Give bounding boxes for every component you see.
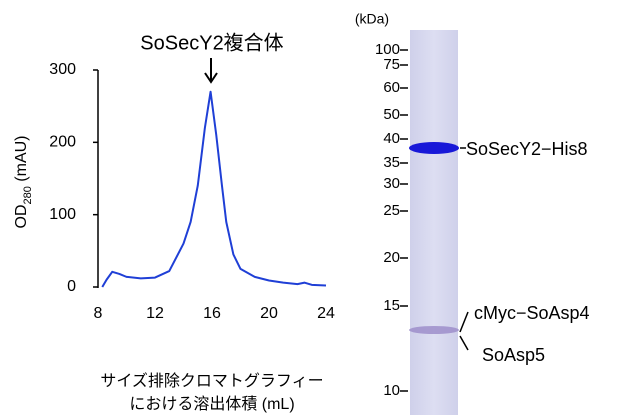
marker-label: 10 <box>383 382 400 399</box>
gel-unit: (kDa) <box>355 11 389 27</box>
y-label-main: OD <box>13 205 30 229</box>
band-pointer <box>460 312 468 332</box>
marker-label: 35 <box>383 154 400 171</box>
marker-label: 50 <box>383 106 400 123</box>
band-label: SoAsp5 <box>482 345 545 365</box>
gel-lane <box>410 30 458 415</box>
band-label: SoSecY2−His8 <box>466 139 588 159</box>
band-pointer <box>460 336 468 350</box>
band-label: cMyc−SoAsp4 <box>474 303 590 323</box>
band <box>409 142 459 154</box>
x-tick-label: 20 <box>260 305 278 322</box>
x-axis-label: における溶出体積 (mL) <box>129 395 294 413</box>
x-tick-label: 16 <box>203 305 221 322</box>
figure: SoSecY2複合体 OD280 (mAU) サイズ排除クロマトグラフィー にお… <box>0 0 636 415</box>
x-tick-label: 8 <box>94 305 103 322</box>
band <box>409 326 459 334</box>
gel: (kDa) SoSecY2−His8 cMyc−SoAsp4 SoAsp5 10… <box>355 11 590 415</box>
marker-label: 30 <box>383 175 400 192</box>
y-label-unit: (mAU) <box>13 135 30 186</box>
line-series <box>102 92 326 287</box>
x-tick-label: 24 <box>317 305 335 322</box>
y-tick-label: 0 <box>67 278 76 295</box>
y-axis-label: OD280 (mAU) <box>13 135 34 228</box>
y-tick-label: 300 <box>49 61 76 78</box>
marker-label: 40 <box>383 130 400 147</box>
x-tick-label: 12 <box>146 305 164 322</box>
marker-label: 75 <box>383 56 400 73</box>
y-tick-label: 100 <box>49 206 76 223</box>
chart-title: SoSecY2複合体 <box>140 31 283 54</box>
marker-label: 25 <box>383 202 400 219</box>
y-tick-label: 200 <box>49 134 76 151</box>
marker-label: 60 <box>383 79 400 96</box>
x-axis-label: サイズ排除クロマトグラフィー <box>100 372 323 390</box>
marker-label: 15 <box>383 297 400 314</box>
marker-label: 20 <box>383 249 400 266</box>
y-label-sub: 280 <box>22 186 34 204</box>
